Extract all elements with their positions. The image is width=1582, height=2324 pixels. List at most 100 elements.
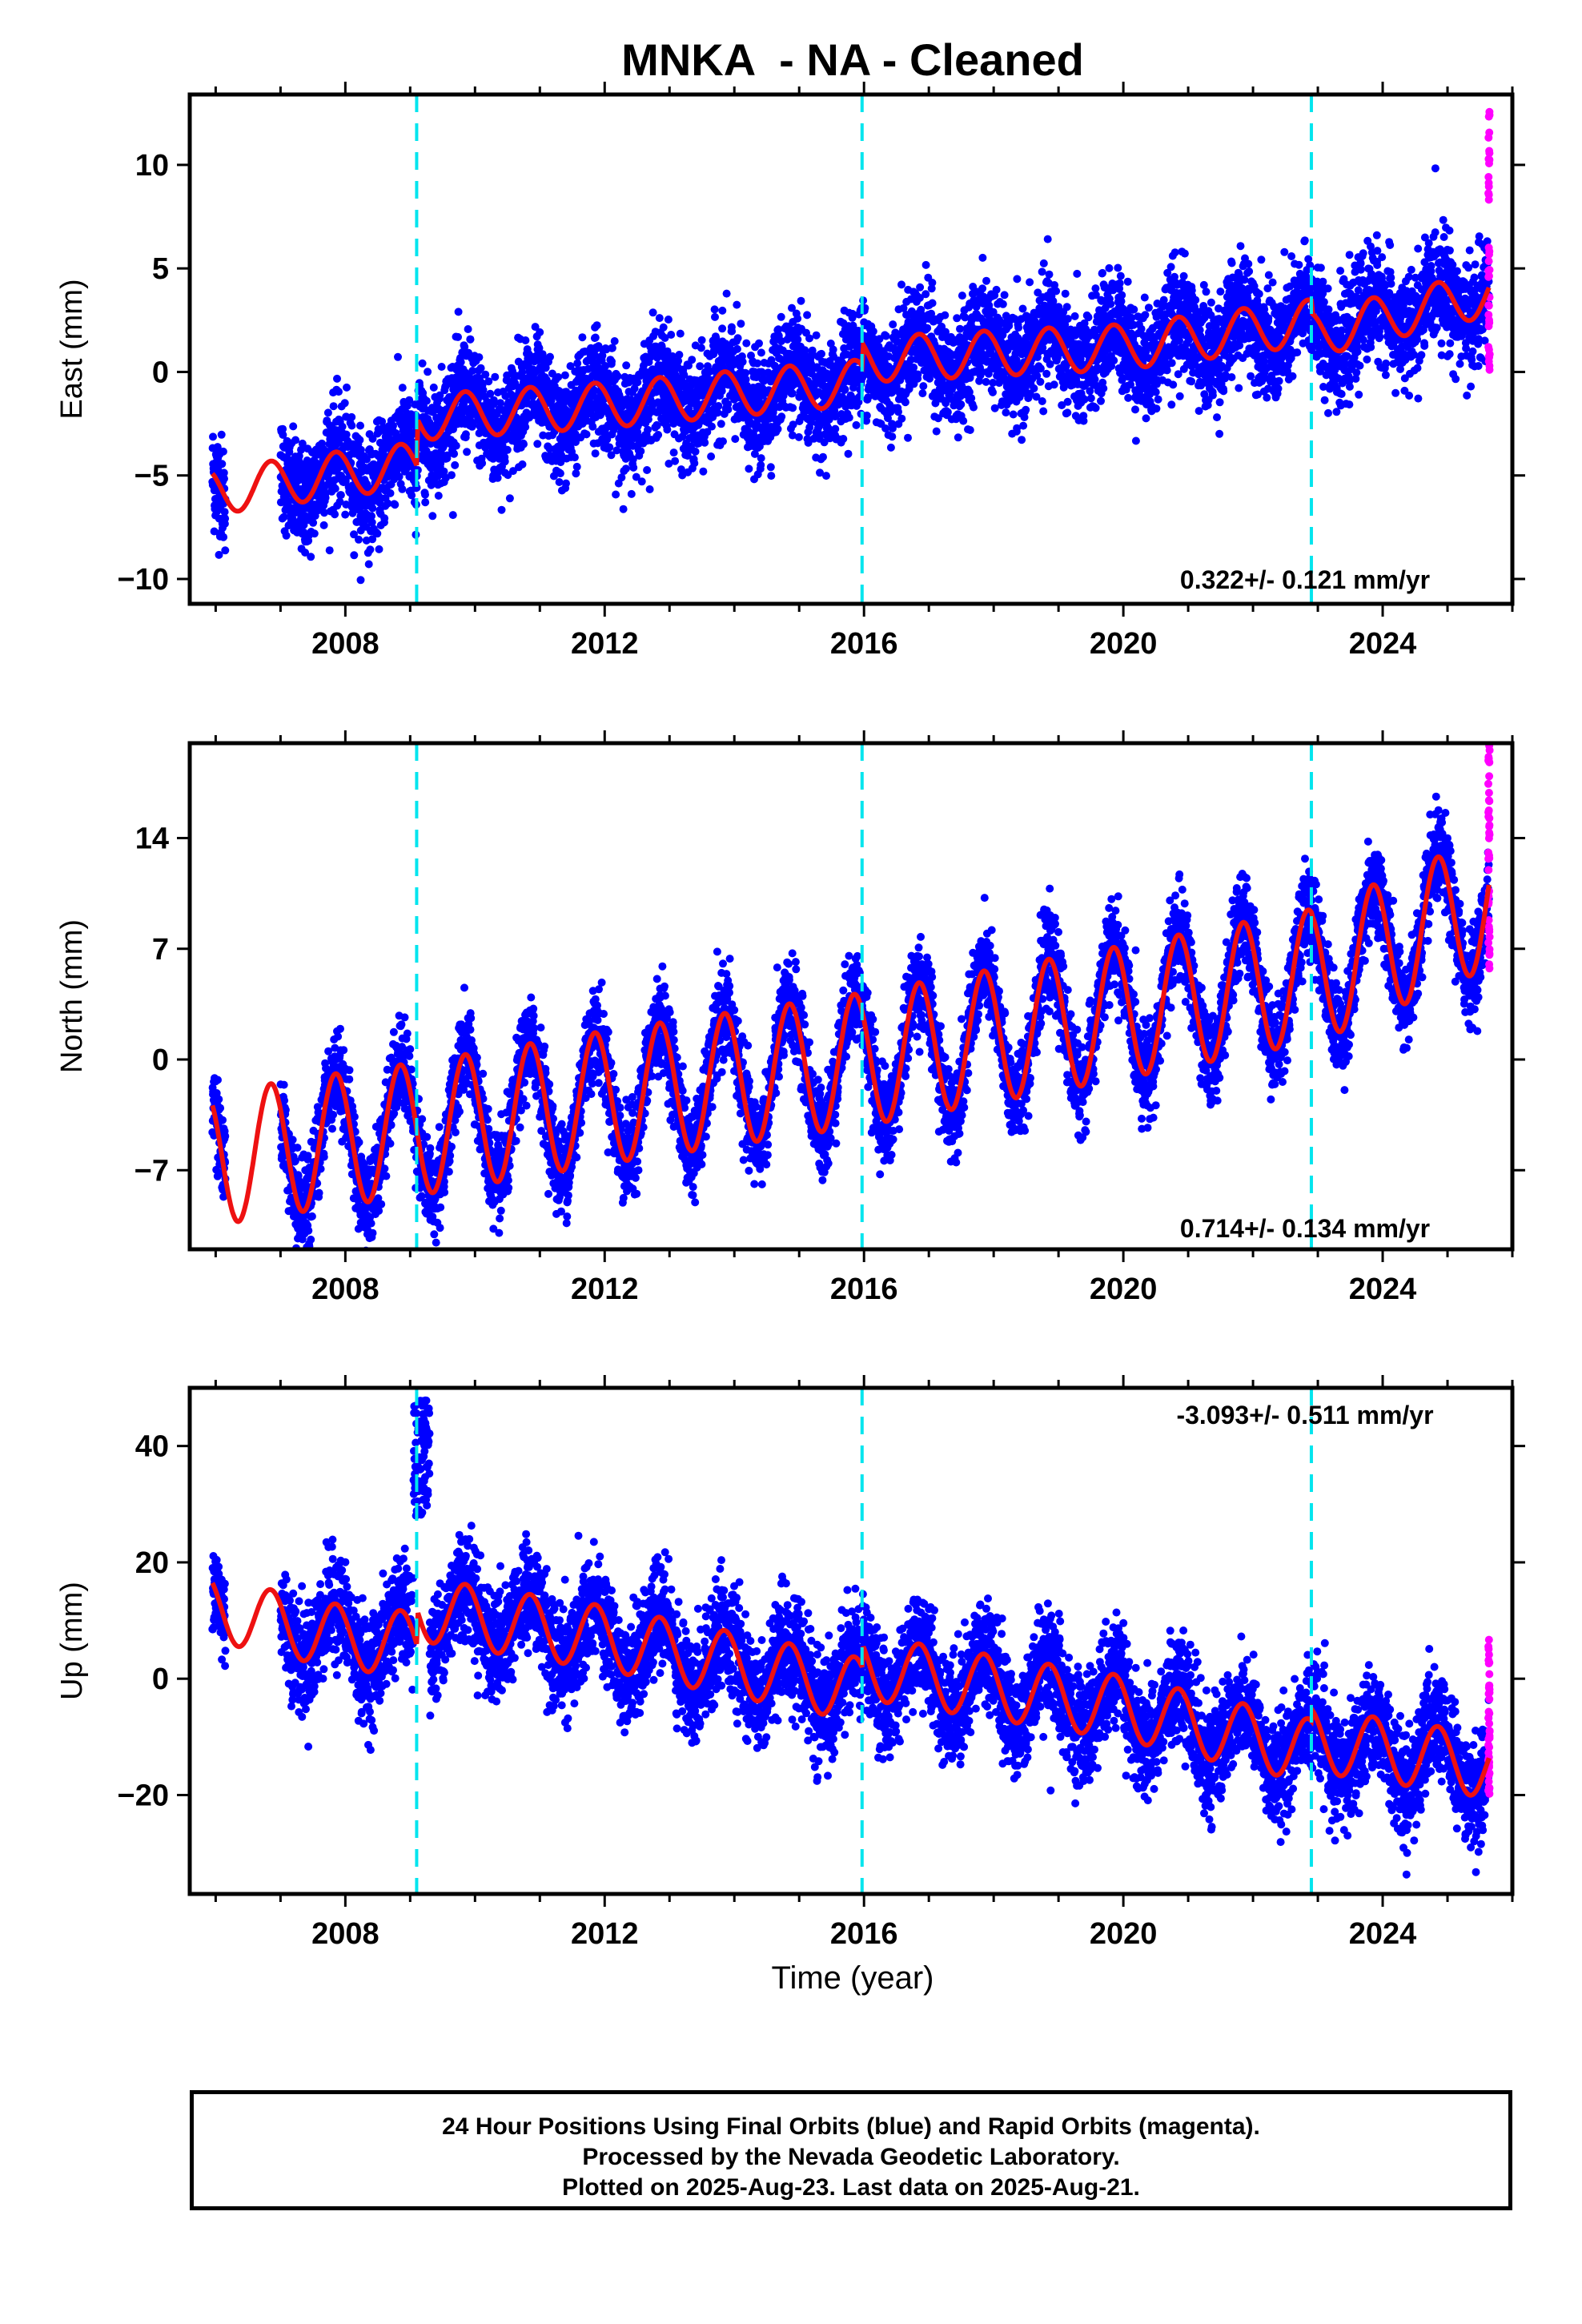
data-point: [521, 423, 530, 432]
data-point: [505, 494, 514, 503]
data-point: [713, 408, 722, 417]
data-point: [750, 449, 759, 458]
data-point: [434, 492, 443, 500]
data-point: [289, 422, 298, 431]
data-point: [451, 460, 460, 469]
data-point: [429, 383, 438, 392]
data-point: [342, 430, 351, 439]
data-point: [777, 412, 786, 421]
data-point: [1084, 313, 1093, 322]
data-point: [956, 324, 964, 333]
data-point: [340, 399, 349, 408]
data-point: [440, 467, 448, 476]
data-point: [794, 432, 803, 441]
data-point: [394, 352, 402, 361]
data-point: [655, 314, 664, 323]
data-point: [755, 339, 763, 348]
data-point: [797, 296, 805, 305]
data-point: [669, 352, 677, 360]
data-point: [573, 359, 582, 368]
data-point: [282, 531, 291, 540]
data-point: [500, 457, 509, 466]
data-point: [389, 421, 397, 430]
data-point: [1123, 277, 1132, 286]
data-point: [829, 345, 837, 354]
data-point: [418, 359, 427, 368]
data-point: [489, 396, 498, 404]
data-point: [405, 396, 414, 404]
data-point: [774, 325, 783, 334]
data-point: [463, 448, 472, 456]
data-point: [677, 465, 685, 474]
data-point: [335, 497, 344, 506]
data-point: [869, 327, 877, 336]
data-point: [493, 473, 502, 482]
data-point: [757, 460, 765, 469]
data-point: [804, 438, 813, 447]
data-point: [757, 454, 765, 463]
data-point: [350, 530, 358, 539]
data-point: [486, 389, 495, 398]
data-point: [603, 435, 612, 444]
data-point: [696, 362, 705, 371]
data-point: [788, 304, 796, 312]
data-point: [632, 472, 640, 481]
data-point: [1000, 291, 1009, 300]
data-point: [812, 331, 821, 340]
data-point: [343, 383, 351, 392]
data-point: [753, 359, 761, 368]
data-point: [398, 485, 407, 493]
data-point: [1091, 404, 1100, 412]
data-point: [218, 460, 227, 468]
data-point: [1038, 267, 1046, 276]
data-point: [803, 311, 812, 320]
data-point: [627, 489, 636, 498]
data-point: [1009, 410, 1018, 419]
data-point: [298, 439, 307, 448]
data-point: [644, 425, 652, 434]
data-point: [904, 433, 912, 442]
data-point: [1014, 324, 1023, 332]
data-point: [456, 358, 465, 367]
data-point: [767, 472, 776, 480]
data-point: [560, 371, 569, 380]
data-point: [675, 351, 684, 359]
data-point: [496, 399, 504, 408]
data-point: [478, 459, 487, 468]
data-point: [582, 430, 591, 439]
data-point: [481, 370, 490, 379]
data-point: [395, 472, 404, 481]
data-point: [852, 420, 861, 429]
data-point: [1022, 405, 1030, 414]
data-point: [398, 384, 407, 392]
data-point: [566, 362, 575, 371]
data-point: [279, 431, 287, 439]
data-point: [366, 545, 375, 554]
data-point: [831, 424, 840, 433]
data-point: [460, 400, 468, 408]
data-point: [591, 449, 600, 458]
data-point: [421, 490, 429, 499]
data-point: [217, 430, 226, 439]
data-point: [347, 421, 356, 430]
data-point: [617, 473, 626, 482]
data-point: [845, 413, 853, 422]
data-point: [1019, 421, 1028, 430]
data-point: [546, 352, 554, 361]
data-point: [822, 472, 830, 480]
data-point: [601, 362, 610, 370]
data-point: [592, 321, 601, 330]
data-point: [610, 337, 619, 345]
data-point: [373, 529, 382, 538]
data-point: [711, 312, 719, 321]
data-point: [219, 468, 228, 477]
data-point: [789, 404, 797, 412]
data-point: [383, 499, 392, 508]
data-point: [497, 505, 506, 514]
data-point: [643, 466, 652, 474]
data-point: [375, 545, 383, 553]
data-point: [1097, 396, 1105, 405]
data-point: [368, 434, 377, 443]
data-point: [325, 546, 334, 555]
data-point: [1118, 291, 1126, 300]
